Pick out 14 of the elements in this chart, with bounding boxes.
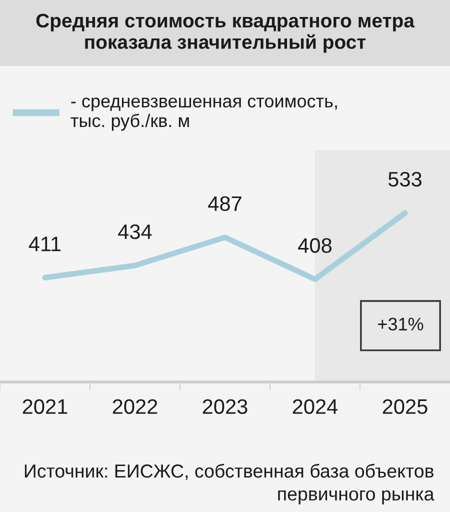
text: +31% bbox=[378, 318, 424, 331]
data-label: 434 bbox=[118, 224, 152, 240]
x-tick-label: 2025 bbox=[382, 399, 428, 414]
x-tick-label: 2021 bbox=[22, 399, 68, 414]
data-label: 411 bbox=[28, 236, 61, 252]
x-tick-label: 2024 bbox=[292, 399, 338, 414]
text: Источник: ЕИСЖС, собственная база объектов первичного рынка bbox=[24, 464, 434, 504]
chart-title: Средняя стоимость квадратного метра показала значительный рост bbox=[36, 14, 415, 53]
data-label: 487 bbox=[208, 196, 242, 212]
legend-label: - средневзвешенная стоимость, тыс. руб./кв. м bbox=[70, 98, 337, 131]
data-label: 408 bbox=[298, 238, 332, 253]
x-tick-label: 2023 bbox=[202, 399, 248, 414]
data-label: 533 bbox=[388, 172, 422, 187]
x-tick-label: 2022 bbox=[112, 399, 158, 414]
